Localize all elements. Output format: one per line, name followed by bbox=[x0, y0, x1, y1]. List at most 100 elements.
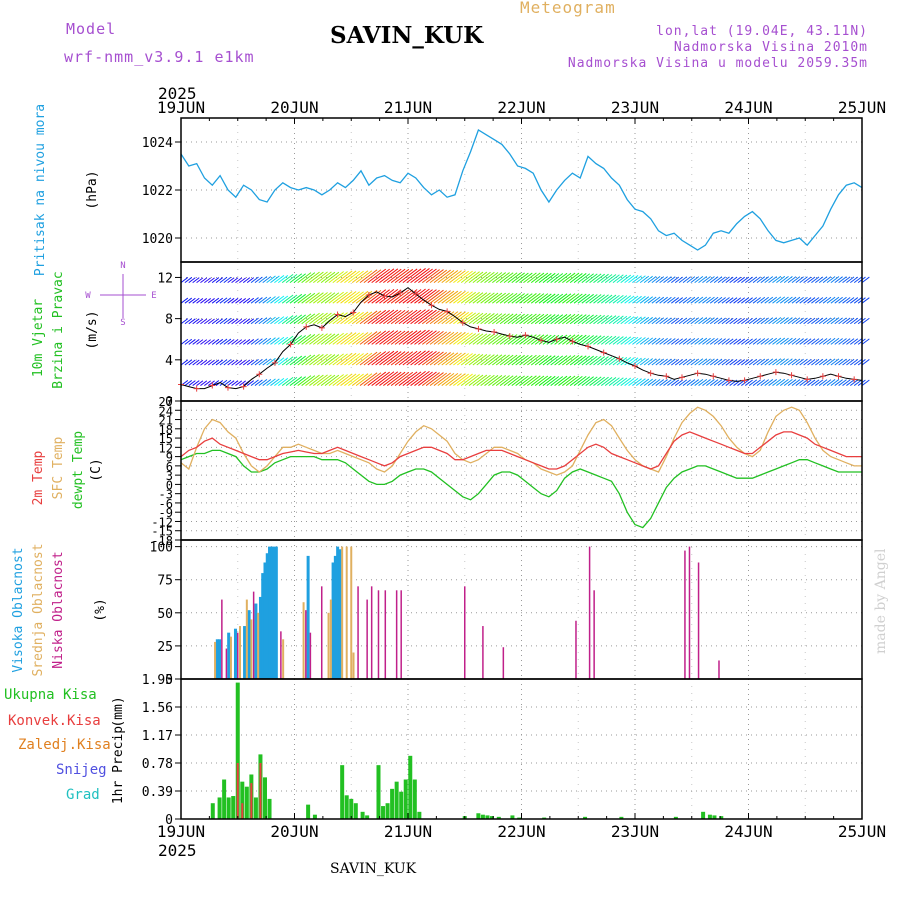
wind-barb bbox=[285, 376, 298, 386]
wind-barb bbox=[760, 276, 769, 283]
wind-barb bbox=[550, 273, 564, 283]
wind-barb bbox=[348, 373, 364, 386]
wind-barb bbox=[484, 375, 499, 386]
wind-barb bbox=[729, 297, 738, 304]
wind-barb bbox=[628, 295, 639, 304]
wind-barb bbox=[612, 315, 624, 325]
wind-barb bbox=[748, 338, 758, 345]
wind-barb bbox=[799, 296, 808, 304]
wind-barb bbox=[340, 373, 357, 386]
wind-barb bbox=[698, 317, 708, 325]
wind-barb bbox=[239, 277, 247, 283]
compass-west: W bbox=[85, 291, 91, 301]
wind-barb bbox=[659, 296, 668, 304]
precip-total-bar bbox=[583, 816, 588, 819]
wind-barb bbox=[215, 318, 224, 325]
wind-barb bbox=[250, 358, 259, 366]
wind-barb bbox=[200, 298, 208, 304]
wind-barb bbox=[523, 354, 537, 366]
wind-barb bbox=[585, 294, 598, 304]
wind-barb bbox=[390, 268, 410, 283]
wind-barb bbox=[332, 312, 348, 325]
wind-barb bbox=[196, 380, 204, 386]
wind-barb bbox=[558, 355, 572, 366]
wind-barb bbox=[386, 268, 406, 283]
wind-barb bbox=[589, 314, 602, 325]
wind-barb bbox=[336, 373, 353, 386]
wind-barb bbox=[604, 315, 617, 325]
precip-total-bar bbox=[222, 779, 227, 819]
wind-barb bbox=[791, 358, 801, 366]
wind-barb bbox=[293, 314, 306, 325]
wind-barb bbox=[192, 339, 200, 345]
wind-barb bbox=[803, 379, 812, 386]
wind-barb bbox=[682, 317, 692, 325]
wind-barb bbox=[577, 335, 591, 345]
wind-barb bbox=[188, 318, 196, 325]
wind-barb bbox=[853, 317, 863, 325]
wind-barb bbox=[367, 351, 387, 366]
wind-barb bbox=[363, 269, 382, 283]
wind-barb bbox=[822, 338, 832, 345]
wind-barb bbox=[811, 276, 820, 283]
wind-barb bbox=[495, 375, 510, 386]
wind-barb bbox=[402, 289, 422, 304]
wind-barb bbox=[468, 333, 484, 345]
wind-barb bbox=[262, 358, 272, 366]
wind-barb bbox=[569, 314, 583, 325]
wind-barb bbox=[643, 296, 654, 304]
wind-barb bbox=[671, 379, 680, 386]
wind-barb bbox=[803, 358, 812, 366]
wind-barb bbox=[698, 296, 708, 304]
low-cloud-bar bbox=[482, 626, 484, 679]
wind-barb bbox=[530, 313, 545, 325]
wind-barb bbox=[639, 316, 650, 325]
precip-total-bar bbox=[312, 814, 317, 819]
wind-barb bbox=[682, 379, 692, 386]
wind-barb bbox=[694, 378, 704, 386]
wind-barb bbox=[468, 354, 484, 366]
wind-barb bbox=[313, 312, 328, 325]
wind-barb bbox=[492, 313, 506, 325]
temperature-tick-label: -3 bbox=[159, 488, 173, 502]
wind-barb bbox=[262, 317, 272, 325]
wind-barb bbox=[196, 298, 204, 304]
wind-barb bbox=[468, 271, 484, 283]
x-date-label-top: 25JUN bbox=[838, 98, 886, 117]
wind-barb bbox=[818, 338, 828, 345]
wind-barb bbox=[441, 331, 459, 345]
wind-barb bbox=[752, 317, 761, 325]
wind-gust-marker bbox=[397, 289, 404, 296]
wind-barb bbox=[744, 297, 753, 304]
wind-barb bbox=[655, 276, 665, 283]
x-date-label-bottom: 20JUN bbox=[270, 822, 318, 841]
wind-barb bbox=[741, 297, 750, 304]
wind-barb bbox=[850, 317, 859, 325]
mid-cloud-bar bbox=[345, 546, 348, 679]
wind-barb bbox=[768, 337, 778, 345]
wind-barb bbox=[351, 290, 369, 304]
wind-barb bbox=[628, 378, 639, 386]
wind-barb bbox=[846, 276, 855, 283]
wind-barb bbox=[499, 313, 514, 325]
wind-barb bbox=[616, 315, 628, 325]
wind-barb bbox=[453, 270, 469, 283]
wind-barb bbox=[402, 350, 422, 366]
precip-total-bar bbox=[262, 777, 267, 819]
wind-barb bbox=[437, 373, 455, 386]
wind-barb bbox=[554, 355, 568, 366]
wind-barb bbox=[425, 310, 444, 325]
wind-barb bbox=[635, 378, 646, 386]
mid-cloud-axis-label: Srednja Oblacnost bbox=[31, 543, 46, 676]
wind-barb bbox=[480, 354, 495, 366]
wind-barb bbox=[527, 313, 541, 325]
wind-barb bbox=[480, 271, 495, 283]
wind-barb bbox=[803, 276, 812, 283]
wind-barb bbox=[818, 317, 828, 325]
wind-barb bbox=[285, 273, 298, 283]
wind-barb bbox=[822, 317, 832, 325]
wind-barb bbox=[542, 293, 556, 304]
wind-barb bbox=[799, 358, 808, 366]
wind-barb bbox=[690, 379, 700, 386]
precip-total-bar bbox=[707, 814, 712, 819]
